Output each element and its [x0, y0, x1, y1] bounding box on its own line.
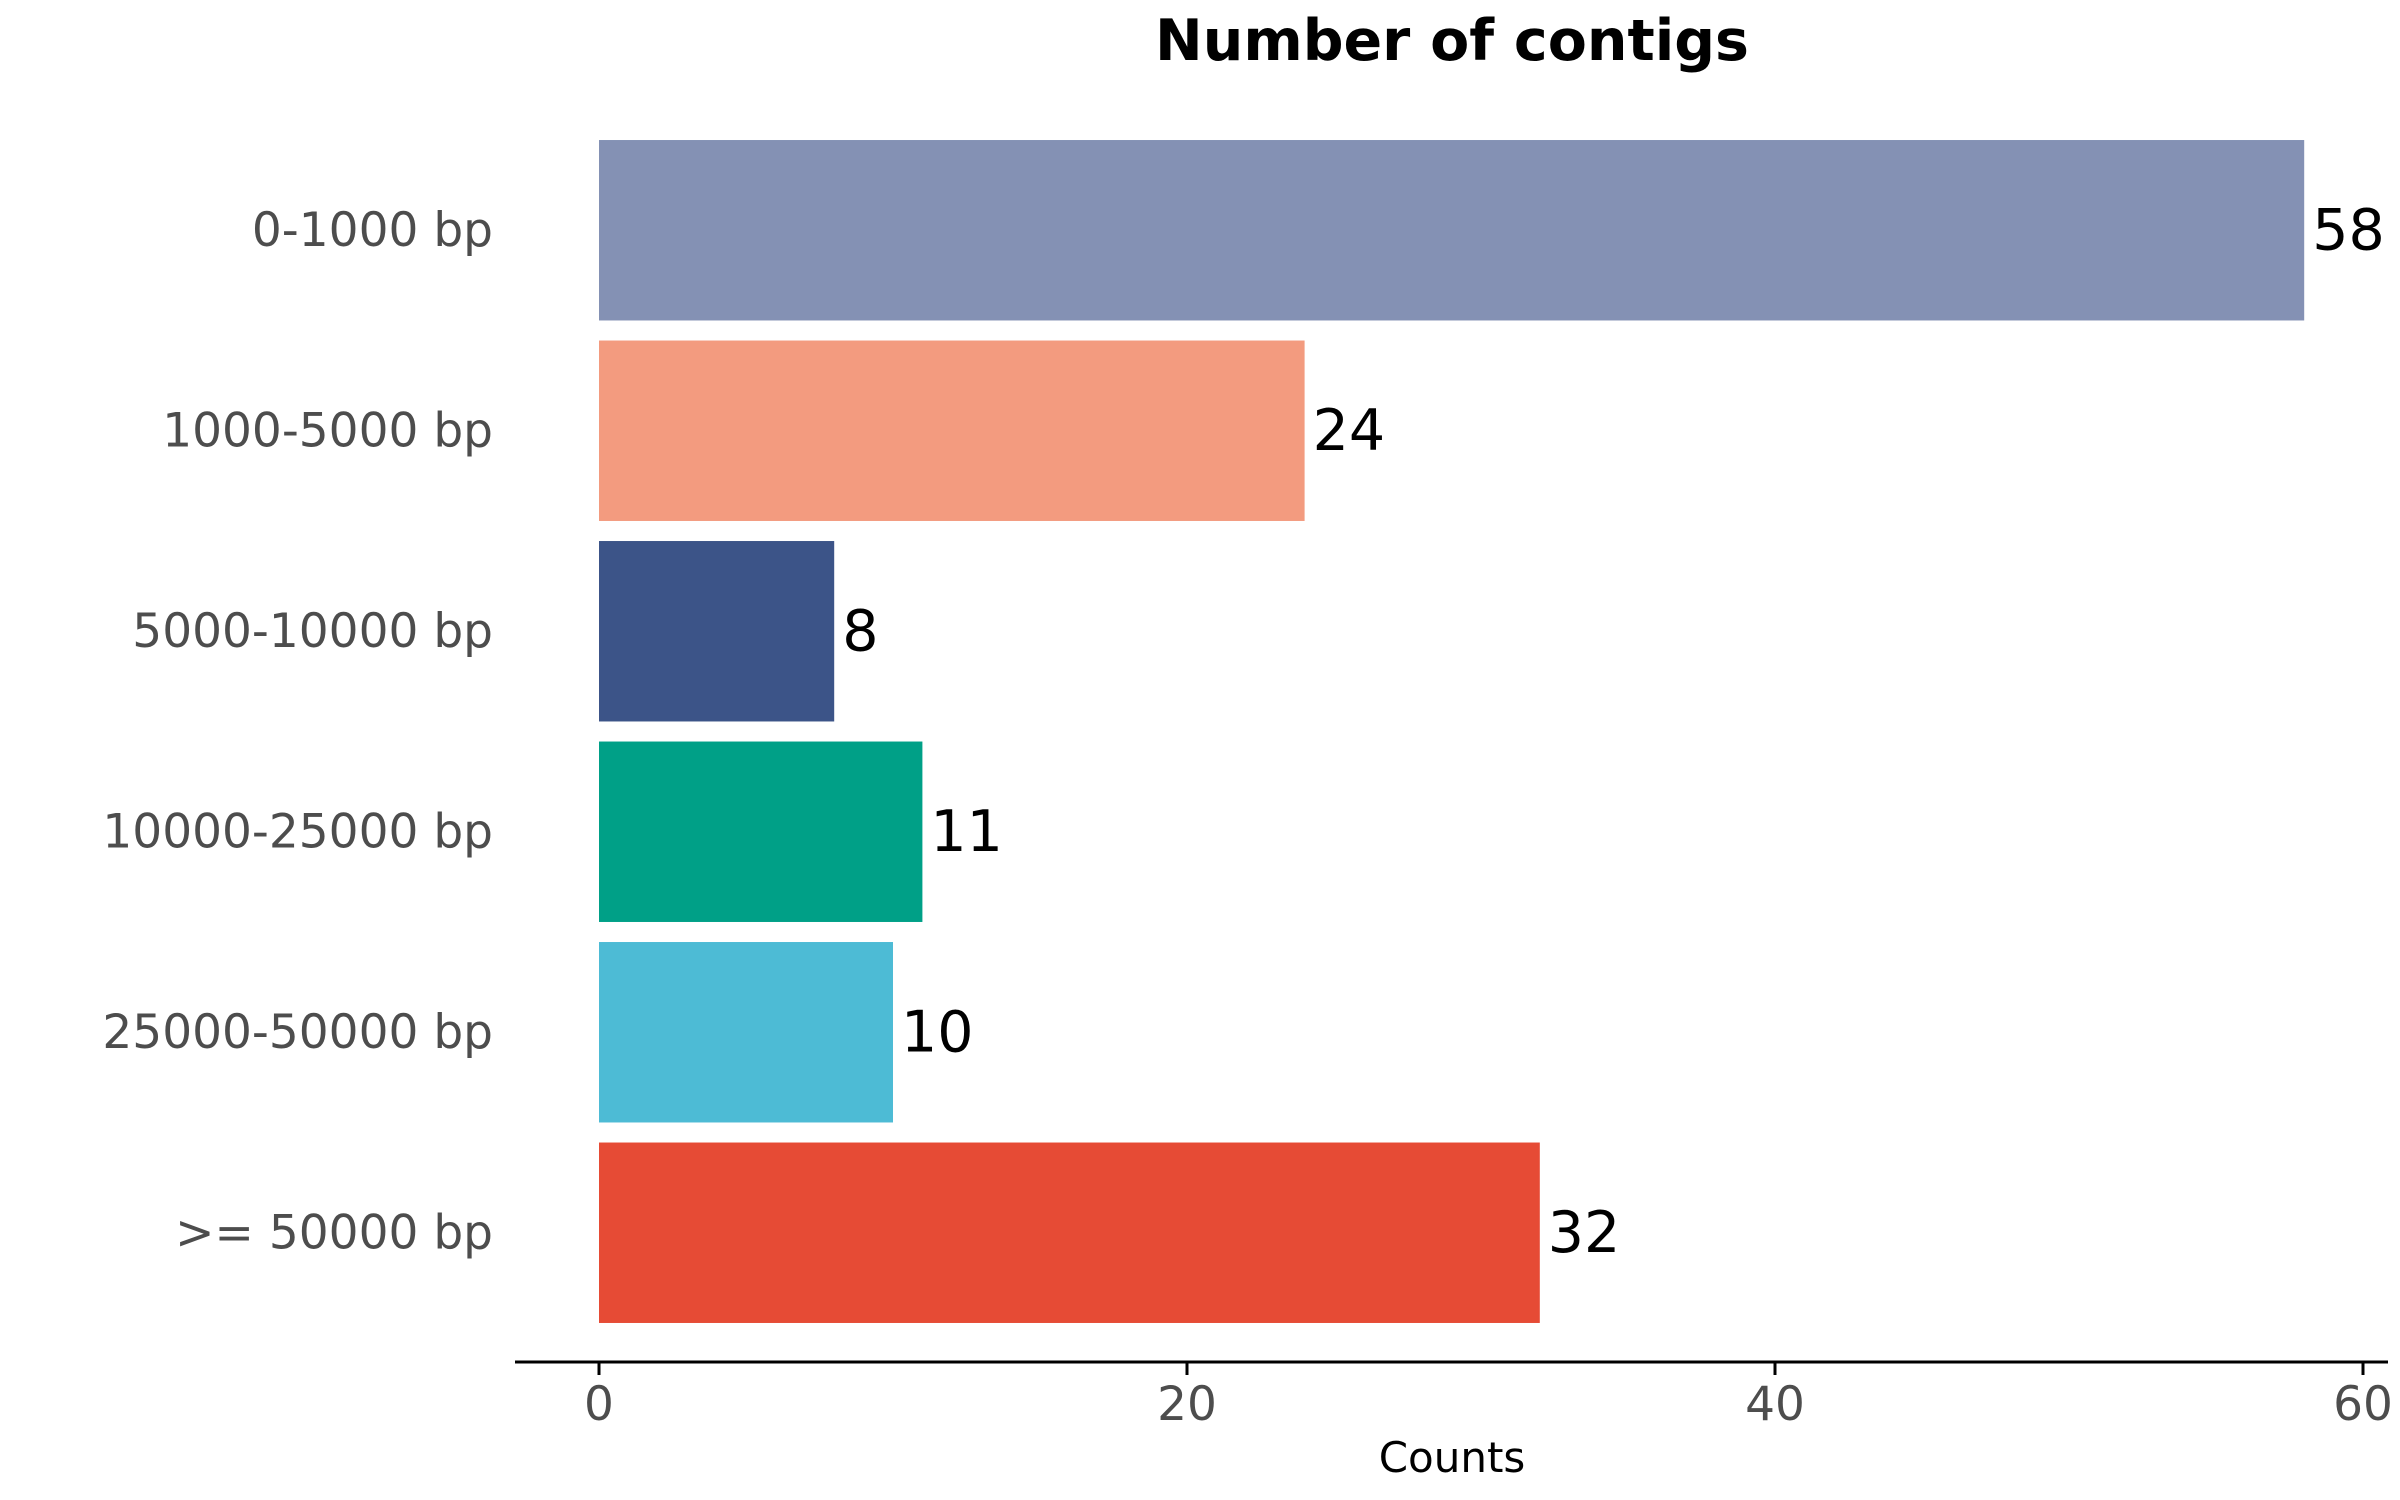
bar — [599, 741, 923, 922]
category-label: 1000-5000 bp — [162, 403, 493, 458]
x-tick-label: 20 — [1157, 1377, 1217, 1432]
bar — [599, 140, 2305, 321]
category-label: 10000-25000 bp — [102, 804, 493, 859]
x-tick-label: 0 — [584, 1377, 614, 1432]
value-label: 8 — [842, 598, 878, 664]
value-label: 24 — [1313, 398, 1386, 464]
category-label: 0-1000 bp — [252, 203, 493, 258]
value-label: 10 — [901, 999, 974, 1065]
bar — [599, 541, 835, 722]
value-label: 58 — [2312, 197, 2385, 263]
category-label: 5000-10000 bp — [132, 604, 493, 659]
category-label: >= 50000 bp — [175, 1205, 493, 1260]
bar — [599, 1142, 1540, 1323]
bars-group — [599, 140, 2305, 1323]
x-tick-label: 40 — [1745, 1377, 1805, 1432]
x-axis-ticks: 0 20 40 60 — [584, 1362, 2393, 1432]
category-label: 25000-50000 bp — [102, 1005, 493, 1060]
category-labels: 0-1000 bp 1000-5000 bp 5000-10000 bp 10000-… — [102, 203, 493, 1261]
value-label: 32 — [1548, 1200, 1621, 1266]
value-labels: 58 24 8 11 10 32 — [842, 197, 2385, 1266]
chart-title: Number of contigs — [1155, 8, 1749, 74]
value-label: 11 — [930, 799, 1003, 865]
x-axis-title: Counts — [1379, 1433, 1526, 1482]
bar — [599, 942, 893, 1123]
bar — [599, 340, 1305, 521]
x-tick-label: 60 — [2333, 1377, 2393, 1432]
